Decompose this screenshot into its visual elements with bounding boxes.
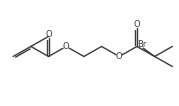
Text: Br: Br — [138, 40, 147, 49]
Text: O: O — [116, 52, 123, 61]
Text: O: O — [63, 42, 69, 51]
Text: O: O — [134, 20, 140, 29]
Text: O: O — [45, 30, 52, 39]
